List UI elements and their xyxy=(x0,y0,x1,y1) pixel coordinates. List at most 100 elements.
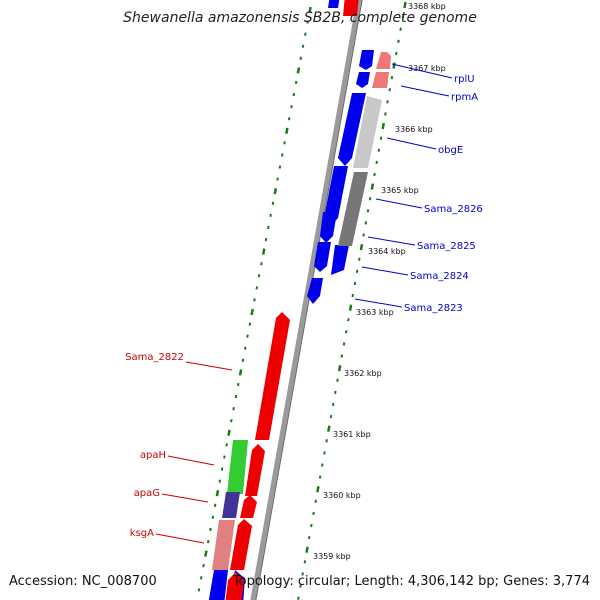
minor-tick xyxy=(375,160,378,165)
gene-forward-bottom-1[interactable] xyxy=(208,570,228,600)
forward-strand-genes xyxy=(208,0,374,600)
gene-rplU[interactable] xyxy=(359,50,374,70)
leader-line xyxy=(185,361,233,371)
gene-grey-obgE[interactable] xyxy=(353,96,382,168)
gene-label-Sama_2826[interactable]: Sama_2826 xyxy=(424,204,483,215)
minor-tick xyxy=(329,414,333,419)
gene-label-rplU[interactable]: rplU xyxy=(454,74,475,85)
minor-tick xyxy=(283,141,286,145)
gene-Sama_2823-a[interactable] xyxy=(331,245,349,275)
gene-label-ksgA[interactable]: ksgA xyxy=(130,528,154,539)
minor-tick xyxy=(199,576,203,580)
minor-tick xyxy=(269,213,272,218)
major-tick xyxy=(215,490,220,497)
gene-obgE[interactable] xyxy=(338,93,366,166)
minor-tick xyxy=(248,322,252,326)
minor-tick xyxy=(220,467,224,471)
minor-tick xyxy=(260,262,263,266)
gene-ksgA[interactable] xyxy=(212,520,235,570)
minor-tick xyxy=(379,136,383,140)
gene-label-apaG[interactable]: apaG xyxy=(134,488,160,499)
minor-tick xyxy=(287,117,291,121)
minor-tick xyxy=(366,209,370,213)
minor-tick xyxy=(202,564,205,568)
minor-tick xyxy=(234,394,238,399)
gene-Sama_2825[interactable] xyxy=(320,212,337,243)
minor-tick xyxy=(344,330,348,334)
gene-reverse-top[interactable] xyxy=(343,0,359,16)
minor-tick xyxy=(294,80,298,85)
minor-tick xyxy=(241,358,245,362)
gene-rpmA[interactable] xyxy=(356,72,370,88)
minor-tick xyxy=(276,177,279,181)
minor-tick xyxy=(318,475,322,479)
minor-tick xyxy=(323,451,326,455)
minor-tick xyxy=(301,572,304,576)
gene-label-Sama_2822[interactable]: Sama_2822 xyxy=(125,352,184,363)
scale-label: 3362 kbp xyxy=(344,369,382,378)
minor-tick xyxy=(347,318,350,322)
minor-tick xyxy=(255,286,259,290)
minor-tick xyxy=(237,382,240,387)
minor-tick xyxy=(303,560,307,564)
minor-tick xyxy=(301,44,305,48)
gene-Sama_2826[interactable] xyxy=(324,166,348,226)
gene-pink-rpmA[interactable] xyxy=(372,72,389,88)
gene-apaH-red[interactable] xyxy=(245,444,265,496)
minor-tick xyxy=(336,378,339,382)
gene-ksgA-red[interactable] xyxy=(230,519,252,570)
gene-apaH-green[interactable] xyxy=(227,440,248,494)
minor-tick xyxy=(267,225,270,230)
leader-line xyxy=(354,298,403,308)
left-tick-track xyxy=(197,6,312,592)
minor-tick xyxy=(373,172,376,177)
gene-Sama_2823[interactable] xyxy=(307,278,323,304)
gene-label-apaH[interactable]: apaH xyxy=(140,450,166,461)
gene-darkgrey[interactable] xyxy=(338,172,368,246)
gene-reverse-bottom[interactable] xyxy=(225,572,244,600)
minor-tick xyxy=(340,354,344,358)
gene-label-Sama_2824[interactable]: Sama_2824 xyxy=(410,271,469,282)
major-tick xyxy=(273,188,278,195)
minor-tick xyxy=(342,342,346,346)
gene-apaG-red[interactable] xyxy=(240,495,257,518)
scale-label: 3368 kbp xyxy=(408,2,446,11)
minor-tick xyxy=(243,346,247,350)
leader-line xyxy=(400,85,450,97)
gene-Sama_2822[interactable] xyxy=(255,312,290,440)
gene-forward-top[interactable] xyxy=(328,0,340,8)
leader-line xyxy=(155,533,205,544)
minor-tick xyxy=(390,75,394,80)
major-tick xyxy=(370,183,375,190)
scale-label: 3367 kbp xyxy=(408,64,446,73)
major-tick xyxy=(305,546,309,553)
minor-tick xyxy=(362,233,365,237)
minor-tick xyxy=(397,39,400,43)
minor-tick xyxy=(355,269,359,273)
gene-label-Sama_2825[interactable]: Sama_2825 xyxy=(417,241,476,252)
gene-label-obgE[interactable]: obgE xyxy=(438,145,463,156)
gene-Sama_2824[interactable] xyxy=(314,242,331,272)
leader-line xyxy=(375,198,423,209)
gene-label-rpmA[interactable]: rpmA xyxy=(451,92,478,103)
major-tick xyxy=(261,248,266,255)
leader-line xyxy=(161,493,209,503)
other-genes xyxy=(212,0,391,600)
gene-apaG[interactable] xyxy=(222,492,240,518)
gene-label-Sama_2823[interactable]: Sama_2823 xyxy=(404,303,463,314)
right-tick-track xyxy=(297,1,407,600)
major-tick xyxy=(238,369,243,376)
minor-tick xyxy=(401,15,405,19)
minor-tick xyxy=(310,523,313,528)
minor-tick xyxy=(278,165,282,169)
gene-pink-rplU[interactable] xyxy=(376,52,391,69)
minor-tick xyxy=(321,463,324,467)
genome-backbone xyxy=(250,0,362,600)
minor-tick xyxy=(314,499,317,503)
gene-labels-left: Sama_2822 apaH apaG ksgA xyxy=(125,352,233,544)
topology-text: Topology: circular; Length: 4,306,142 bp… xyxy=(232,574,590,589)
minor-tick xyxy=(232,406,235,411)
accession-text: Accession: NC_008700 xyxy=(9,574,157,589)
major-tick xyxy=(392,62,396,69)
minor-tick xyxy=(225,443,228,447)
